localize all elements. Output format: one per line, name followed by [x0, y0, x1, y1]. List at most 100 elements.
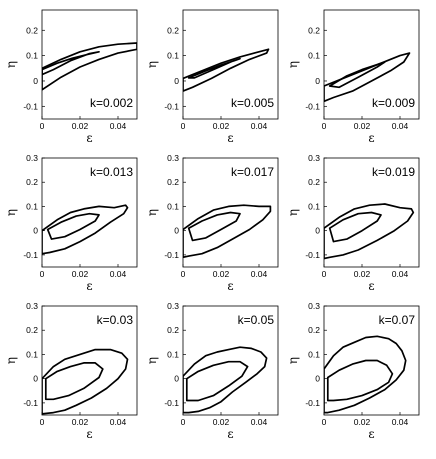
x-tick-label: 0 [181, 417, 186, 427]
x-tick-label: 0.02 [72, 269, 89, 279]
x-tick-label: 0 [322, 121, 327, 131]
x-tick-label: 0 [40, 121, 45, 131]
outer-contour-line [324, 335, 407, 414]
inner-contour-line [42, 50, 100, 76]
x-axis-label: ε [86, 427, 92, 441]
x-axis-label: ε [368, 279, 374, 293]
y-tick-label: 0.1 [167, 349, 179, 359]
inner-contour-line [44, 362, 104, 401]
y-tick-label: 0.1 [308, 201, 320, 211]
k-value-label: k=0.03 [97, 313, 134, 327]
inner-contour-line [328, 211, 382, 243]
x-tick-label: 0 [40, 417, 45, 427]
y-axis-label: η [286, 61, 300, 68]
x-tick-label: 0 [322, 417, 327, 427]
k-value-label: k=0.005 [231, 96, 274, 110]
outer-contour-line [324, 52, 411, 103]
y-tick-label: 0.3 [308, 301, 320, 311]
k-value-label: k=0.019 [372, 165, 415, 179]
y-axis-label: η [4, 61, 18, 68]
y-tick-label: 0.2 [167, 25, 179, 35]
k-value-label: k=0.009 [372, 96, 415, 110]
y-tick-label: 0.2 [26, 177, 38, 187]
y-tick-label: -0.1 [305, 250, 320, 260]
inner-contour-line [185, 360, 249, 402]
outer-contour-line [42, 348, 129, 415]
y-tick-label: 0.1 [308, 51, 320, 61]
outer-contour-line [183, 346, 268, 414]
x-tick-label: 0.02 [354, 269, 371, 279]
k-value-label: k=0.013 [90, 165, 133, 179]
y-tick-label: 0.1 [26, 201, 38, 211]
plot-frame [323, 9, 420, 120]
inner-contour-line [328, 61, 386, 89]
k-value-label: k=0.002 [90, 96, 133, 110]
y-tick-label: 0 [174, 76, 179, 86]
outer-contour-line [183, 48, 270, 92]
x-tick-label: 0 [181, 121, 186, 131]
y-axis-label: η [4, 357, 18, 364]
x-tick-label: 0.02 [213, 269, 230, 279]
inner-contour-line [46, 212, 100, 240]
k-value-label: k=0.05 [238, 313, 275, 327]
x-tick-label: 0.04 [392, 121, 409, 131]
x-tick-label: 0.02 [72, 121, 89, 131]
y-tick-label: 0.3 [308, 153, 320, 163]
outer-contour-line [42, 204, 129, 255]
x-tick-label: 0.04 [110, 121, 127, 131]
x-tick-label: 0.04 [251, 269, 268, 279]
y-tick-label: 0 [33, 76, 38, 86]
x-tick-label: 0.04 [392, 269, 409, 279]
x-tick-label: 0.02 [354, 417, 371, 427]
x-tick-label: 0.02 [354, 121, 371, 131]
x-tick-label: 0.04 [251, 417, 268, 427]
y-tick-label: 0.2 [308, 25, 320, 35]
y-axis-label: η [145, 357, 159, 364]
x-axis-label: ε [368, 131, 374, 145]
y-tick-label: -0.1 [305, 398, 320, 408]
y-tick-label: -0.1 [164, 398, 179, 408]
y-tick-label: 0.2 [167, 177, 179, 187]
x-axis-label: ε [368, 427, 374, 441]
inner-contour-line [187, 211, 241, 242]
y-axis-label: η [4, 209, 18, 216]
x-axis-label: ε [227, 131, 233, 145]
y-tick-label: 0.1 [308, 349, 320, 359]
plot-frame [41, 157, 138, 268]
y-tick-label: 0.3 [26, 301, 38, 311]
y-tick-label: -0.1 [23, 398, 38, 408]
y-tick-label: 0 [33, 226, 38, 236]
y-tick-label: 0.2 [167, 325, 179, 335]
x-tick-label: 0.04 [110, 417, 127, 427]
y-tick-label: 0 [315, 226, 320, 236]
x-tick-label: 0.04 [251, 121, 268, 131]
y-axis-label: η [286, 357, 300, 364]
outer-contour-line [183, 204, 272, 259]
y-tick-label: 0.2 [26, 325, 38, 335]
y-axis-label: η [145, 209, 159, 216]
plot-frame [182, 9, 279, 120]
y-tick-label: 0.2 [308, 325, 320, 335]
x-tick-label: 0.02 [213, 121, 230, 131]
x-tick-label: 0.04 [392, 417, 409, 427]
k-value-label: k=0.017 [231, 165, 274, 179]
y-tick-label: 0.3 [167, 153, 179, 163]
outer-contour-line [42, 42, 137, 91]
y-tick-label: 0 [315, 76, 320, 86]
y-tick-label: 0.2 [308, 177, 320, 187]
inner-contour-line [326, 359, 394, 402]
x-tick-label: 0 [181, 269, 186, 279]
y-tick-label: -0.1 [164, 250, 179, 260]
x-axis-label: ε [227, 427, 233, 441]
y-tick-label: 0.3 [167, 301, 179, 311]
x-tick-label: 0 [40, 269, 45, 279]
x-tick-label: 0.02 [213, 417, 230, 427]
